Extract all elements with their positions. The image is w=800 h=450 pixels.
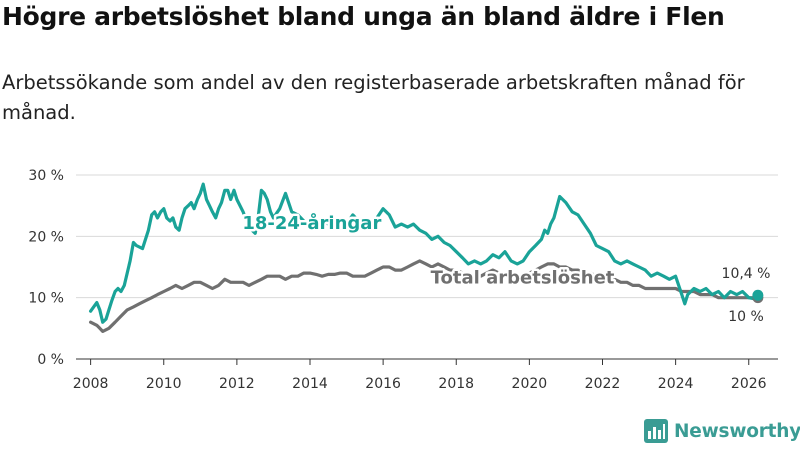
x-tick-label: 2010: [146, 376, 182, 392]
x-tick-label: 2014: [292, 376, 328, 392]
x-tick-label: 2026: [731, 376, 767, 392]
series-label-total: Total arbetslöshet: [431, 268, 615, 289]
y-tick-label: 10 %: [28, 291, 64, 307]
x-tick-label: 2020: [512, 376, 548, 392]
chart-title: Högre arbetslöshet bland unga än bland ä…: [2, 2, 725, 31]
x-tick-label: 2018: [438, 376, 474, 392]
end-label-total: 10 %: [728, 309, 764, 325]
bar-chart-icon: [644, 419, 668, 443]
y-tick-label: 30 %: [28, 168, 64, 184]
series-line-total: [89, 259, 760, 333]
brand-logo: Newsworthy: [644, 419, 800, 443]
brand-name: Newsworthy: [674, 420, 800, 442]
end-label-youth: 10,4 %: [722, 266, 771, 282]
chart-subtitle: Arbetssökande som andel av den registerb…: [2, 71, 745, 124]
x-tick-label: 2022: [585, 376, 621, 392]
series-line-youth: [89, 182, 760, 324]
x-tick-label: 2012: [219, 376, 255, 392]
y-tick-label: 20 %: [28, 229, 64, 245]
series-label-youth: 18-24-åringar: [242, 212, 381, 234]
end-point-youth: [752, 289, 764, 301]
y-tick-label: 0 %: [37, 352, 64, 368]
x-tick-label: 2008: [73, 376, 109, 392]
x-tick-label: 2024: [658, 376, 694, 392]
x-tick-label: 2016: [365, 376, 401, 392]
